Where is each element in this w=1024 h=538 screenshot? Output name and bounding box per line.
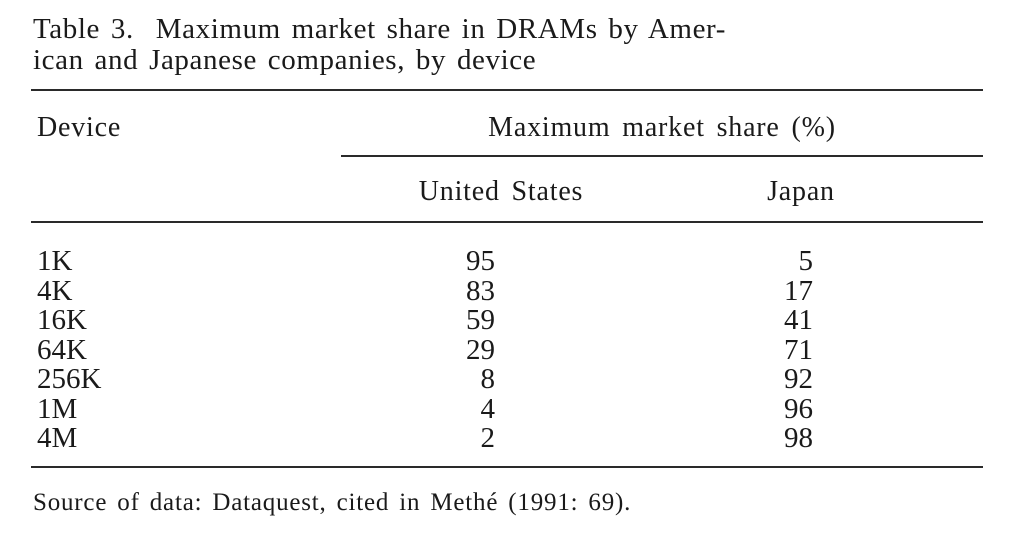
cell-japan-share: 5 [798, 245, 814, 277]
cell-device: 64K [37, 333, 87, 366]
header-united-states: United States [418, 176, 584, 207]
cell-us-share: 59 [466, 304, 495, 336]
cell-us-share: 8 [480, 363, 496, 395]
table-row: 4K 83 17 [0, 276, 1024, 306]
cell-us-share: 29 [466, 333, 495, 366]
header-device: Device [37, 112, 122, 143]
cell-japan-share: 17 [784, 274, 813, 307]
caption-text-line-2: ican and Japanese companies, by device [33, 44, 537, 76]
caption-line-1: Table 3. Maximum market share in DRAMs by… [33, 14, 993, 45]
cell-us-share: 83 [466, 274, 495, 307]
cell-device: 16K [37, 304, 87, 336]
cell-us-share: 4 [480, 392, 496, 425]
cell-device: 4M [37, 422, 78, 454]
caption-text-line-1: Maximum market share in DRAMs by Amer- [155, 13, 726, 45]
top-rule [31, 89, 983, 91]
cell-device: 1K [37, 245, 73, 277]
table-caption: Table 3. Maximum market share in DRAMs by… [33, 14, 993, 76]
cell-japan-share: 71 [784, 333, 813, 366]
cell-japan-share: 96 [784, 392, 813, 425]
table-body: 1K 95 5 4K 83 17 16K 59 41 64K 29 71 256… [0, 246, 1024, 453]
cell-japan-share: 98 [784, 422, 813, 454]
table-row: 16K 59 41 [0, 305, 1024, 335]
cell-us-share: 95 [466, 245, 495, 277]
table-row: 4M 2 98 [0, 423, 1024, 453]
cell-device: 1M [37, 392, 78, 425]
table-row: 1K 95 5 [0, 246, 1024, 276]
source-note: Source of data: Dataquest, cited in Meth… [33, 489, 632, 516]
cell-device: 4K [37, 274, 73, 307]
cell-japan-share: 92 [784, 363, 813, 395]
cell-us-share: 2 [480, 422, 496, 454]
header-max-market-share: Maximum market share (%) [488, 112, 836, 143]
table-row: 256K 8 92 [0, 364, 1024, 394]
table-row: 1M 4 96 [0, 394, 1024, 424]
header-rule [31, 221, 983, 223]
bottom-rule [31, 466, 983, 468]
header-japan: Japan [767, 176, 835, 207]
table-row: 64K 29 71 [0, 335, 1024, 365]
cell-device: 256K [37, 363, 102, 395]
cell-japan-share: 41 [784, 304, 813, 336]
caption-label: Table 3. [33, 13, 134, 45]
spanner-rule [341, 155, 983, 157]
